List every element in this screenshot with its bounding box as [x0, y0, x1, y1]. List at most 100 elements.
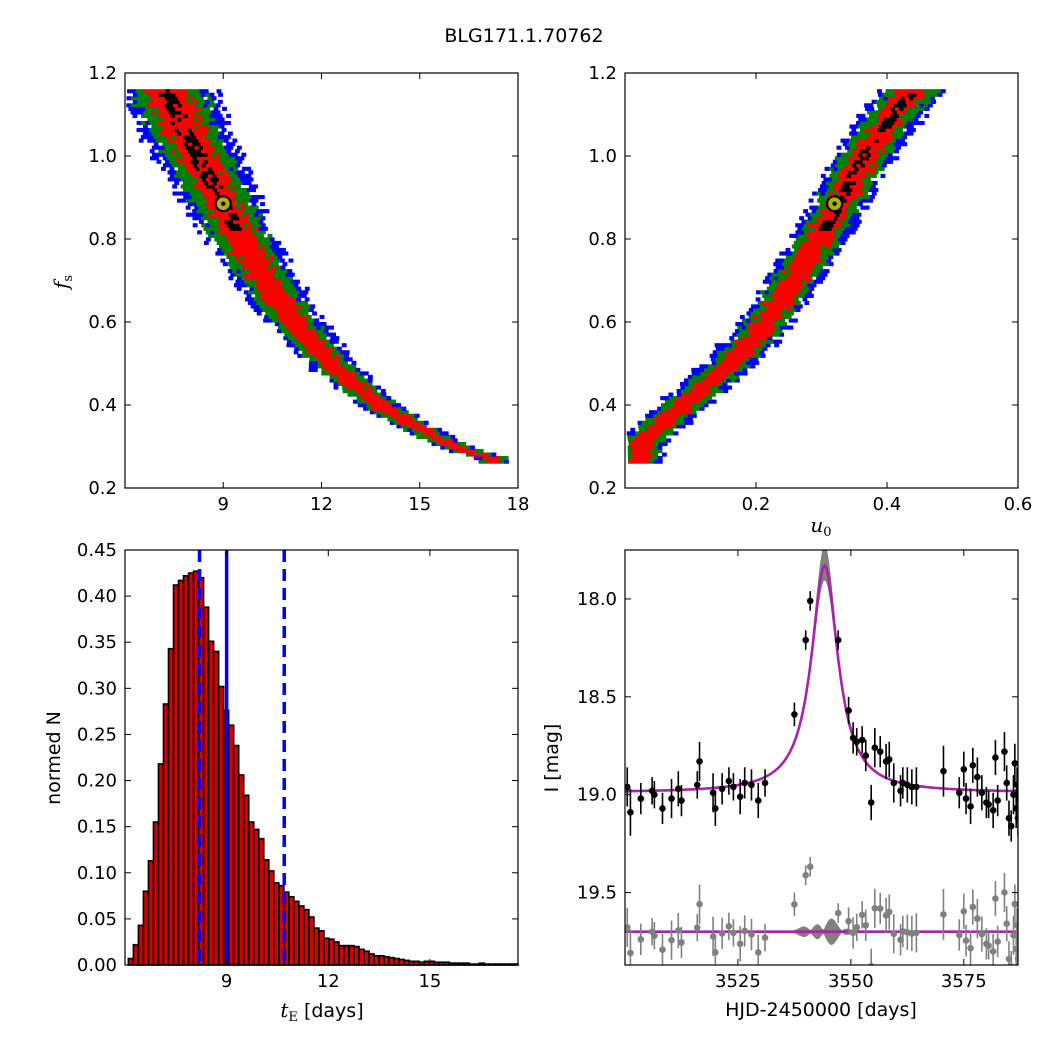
posterior-cell — [286, 290, 292, 295]
posterior-cell — [851, 180, 857, 186]
posterior-cell — [864, 187, 870, 193]
posterior-cell — [813, 251, 819, 256]
posterior-cell — [181, 138, 187, 143]
posterior-cell — [465, 452, 471, 457]
posterior-cell — [259, 240, 265, 245]
posterior-cell — [174, 173, 179, 178]
posterior-cell — [265, 262, 271, 267]
posterior-cell — [831, 233, 837, 238]
posterior-cell — [910, 103, 916, 108]
posterior-cell — [386, 396, 392, 401]
posterior-cell — [266, 307, 272, 313]
posterior-cell — [784, 325, 790, 330]
posterior-cell — [686, 406, 692, 411]
posterior-cell — [295, 339, 301, 344]
posterior-cell — [842, 142, 848, 147]
posterior-cell — [219, 138, 225, 143]
posterior-cell — [260, 216, 266, 221]
posterior-cell — [229, 247, 235, 253]
posterior-cell — [251, 283, 256, 288]
posterior-cell — [202, 110, 208, 115]
posterior-cell — [824, 209, 830, 214]
posterior-cell — [799, 269, 805, 274]
posterior-cell — [173, 89, 179, 94]
posterior-cell — [261, 279, 266, 284]
posterior-cell — [402, 413, 407, 418]
posterior-cell — [400, 424, 406, 429]
residual-point — [940, 911, 947, 918]
posterior-cell — [804, 237, 810, 242]
posterior-cell — [322, 357, 328, 362]
posterior-cell — [846, 173, 852, 178]
posterior-cell — [807, 269, 813, 274]
posterior-cell — [176, 198, 182, 203]
posterior-cell — [289, 329, 295, 334]
posterior-cell — [126, 96, 132, 101]
posterior-cell — [830, 163, 836, 168]
posterior-cell — [698, 396, 704, 401]
posterior-cell — [735, 343, 741, 348]
posterior-cell — [786, 269, 792, 274]
posterior-cell — [248, 279, 254, 284]
posterior-cell — [662, 417, 668, 422]
posterior-cell — [214, 184, 220, 189]
posterior-cell — [170, 113, 176, 119]
posterior-cell — [292, 332, 298, 337]
posterior-cell — [858, 184, 864, 189]
residual-point — [955, 931, 963, 939]
posterior-cell — [785, 290, 791, 295]
posterior-cell — [270, 286, 276, 291]
posterior-cell — [213, 113, 219, 119]
posterior-cell — [657, 445, 663, 450]
posterior-cell — [770, 307, 775, 313]
posterior-cell — [829, 223, 835, 228]
posterior-cell — [820, 191, 826, 196]
posterior-cell — [200, 135, 206, 140]
posterior-cell — [395, 417, 401, 422]
posterior-cell — [220, 166, 226, 171]
posterior-cell — [858, 152, 863, 157]
posterior-cell — [796, 258, 802, 263]
posterior-cell — [829, 237, 835, 242]
posterior-cell — [918, 110, 924, 115]
posterior-cell — [250, 233, 256, 238]
posterior-cell — [845, 152, 851, 157]
posterior-cell — [243, 209, 249, 214]
posterior-cell — [180, 177, 186, 182]
posterior-cell — [261, 244, 267, 249]
x-tick-label: 0.2 — [742, 494, 771, 515]
posterior-cell — [767, 272, 773, 277]
posterior-cell — [426, 431, 432, 436]
posterior-cell — [741, 346, 747, 351]
posterior-cell — [203, 159, 209, 164]
posterior-cell — [826, 258, 832, 263]
posterior-cell — [809, 219, 815, 224]
posterior-cell — [201, 163, 207, 168]
posterior-cell — [317, 360, 323, 365]
posterior-cell — [217, 187, 222, 193]
posterior-cell — [330, 357, 336, 362]
posterior-cell — [791, 293, 797, 298]
posterior-cell — [342, 364, 348, 369]
posterior-cell — [866, 117, 872, 122]
posterior-cell — [233, 226, 239, 231]
posterior-cell — [895, 92, 900, 97]
posterior-cell — [209, 223, 215, 228]
posterior-cell — [347, 357, 353, 362]
posterior-cell — [926, 99, 932, 104]
posterior-cell — [215, 251, 221, 256]
posterior-cell — [834, 237, 839, 242]
posterior-cell — [668, 396, 674, 401]
posterior-cell — [470, 452, 476, 457]
posterior-cell — [318, 332, 324, 337]
posterior-cell — [243, 216, 249, 221]
posterior-cell — [295, 325, 300, 330]
posterior-cell — [249, 297, 255, 302]
posterior-cell — [222, 237, 228, 242]
posterior-cell — [811, 209, 817, 214]
residual-point — [625, 924, 631, 931]
posterior-cell — [778, 307, 784, 313]
posterior-cell — [854, 166, 860, 171]
posterior-cell — [199, 89, 205, 94]
posterior-cell — [637, 441, 643, 447]
